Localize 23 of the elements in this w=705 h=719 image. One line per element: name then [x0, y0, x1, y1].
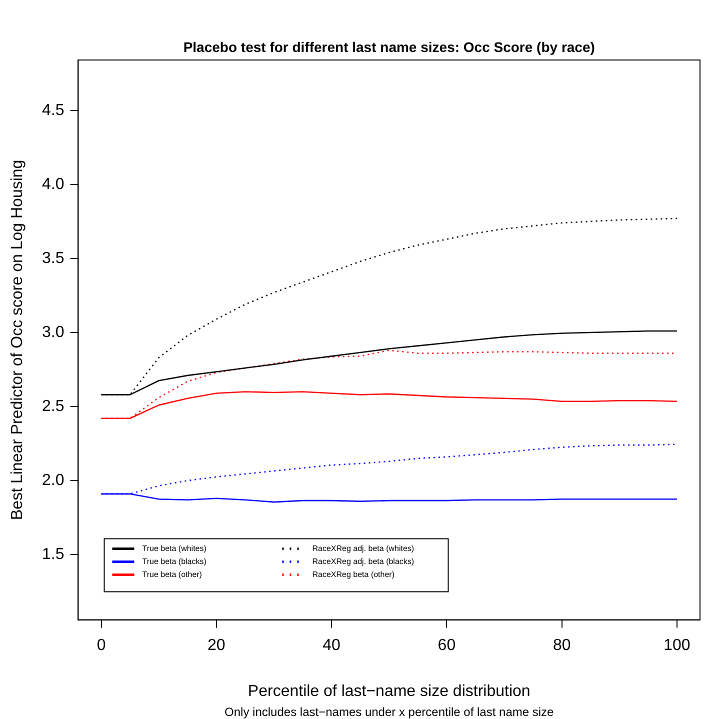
y-tick-label: 3.0 — [42, 324, 64, 341]
legend-label: True beta (whites) — [142, 544, 207, 554]
y-axis-title: Best Linear Predictor of Occ score on Log Housing — [9, 160, 26, 520]
legend-label: RaceXReg adj. beta (whites) — [312, 544, 414, 554]
y-tick-label: 1.5 — [42, 546, 64, 564]
legend-label: RaceXReg adj. beta (blacks) — [312, 557, 414, 566]
y-tick-label: 4.5 — [42, 102, 64, 119]
y-tick-label: 2.0 — [42, 472, 64, 489]
legend-label: RaceXReg beta (other) — [312, 570, 395, 580]
x-tick-label: 0 — [96, 636, 106, 654]
y-tick-label: 2.5 — [42, 398, 64, 415]
legend-label: True beta (blacks) — [142, 557, 207, 566]
x-tick-label: 20 — [208, 636, 226, 654]
text: Only includes last−names under x percentile of last name size — [224, 705, 554, 719]
x-tick-label: 40 — [322, 636, 341, 654]
x-tick-label: 60 — [438, 636, 456, 654]
x-axis-title: Percentile of last−name size distribution — [248, 683, 530, 700]
chart-title: Placebo test for different last name sizes: Occ Score (by race) — [183, 39, 595, 55]
y-tick-label: 4.0 — [42, 176, 64, 193]
x-tick-label: 80 — [552, 636, 571, 654]
legend-label: True beta (other) — [142, 570, 202, 580]
y-tick-label: 3.5 — [42, 250, 64, 267]
x-tick-label: 100 — [664, 636, 690, 654]
